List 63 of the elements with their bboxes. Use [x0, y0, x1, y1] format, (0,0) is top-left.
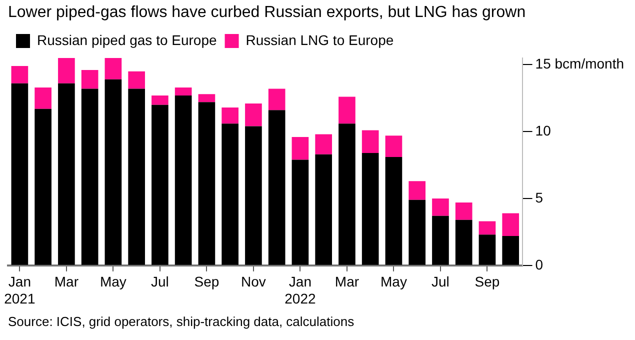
bar	[152, 104, 168, 265]
bar	[58, 58, 75, 84]
source-note: Source: ICIS, grid operators, ship-tracking data, calculations	[8, 314, 354, 329]
bar	[502, 236, 520, 265]
legend-label: Russian LNG to Europe	[246, 32, 394, 48]
bar	[455, 202, 472, 220]
bar	[385, 136, 402, 158]
x-tick-label: Nov	[241, 274, 266, 290]
bar	[338, 124, 356, 265]
y-tick-label: 5	[535, 189, 544, 206]
bar	[81, 70, 98, 89]
x-tick-label: May	[100, 274, 126, 290]
bar	[408, 200, 426, 265]
bar	[338, 96, 356, 124]
bar	[385, 157, 402, 265]
x-tick-label: May	[380, 274, 407, 290]
x-tick-label: Mar	[54, 274, 79, 290]
bar	[432, 198, 449, 216]
x-tick-label: Sep	[194, 274, 220, 290]
x-tick-label: Jul	[432, 274, 450, 290]
bar	[292, 136, 309, 160]
bar	[502, 213, 520, 236]
x-tick-label: Jan 2022	[284, 274, 316, 306]
bar	[104, 79, 122, 265]
x-tick-label: Mar	[334, 274, 360, 290]
y-tick-label: 0	[535, 256, 544, 272]
bar	[292, 160, 309, 265]
bar	[198, 102, 216, 265]
bar	[222, 108, 238, 124]
bar	[315, 134, 332, 154]
chart-title: Lower piped-gas flows have curbed Russian exports, but LNG has grown	[8, 4, 526, 22]
bar	[478, 234, 496, 265]
bar	[245, 126, 262, 265]
bar	[104, 58, 122, 80]
bar	[152, 95, 168, 105]
bar	[81, 88, 98, 265]
x-tick-label: Jul	[150, 274, 169, 290]
bar	[408, 181, 426, 200]
x-tick-label: Jan 2021	[4, 274, 36, 306]
bar	[128, 88, 145, 265]
bar	[128, 71, 145, 89]
bar	[34, 87, 52, 109]
bar	[245, 103, 262, 126]
bar	[362, 130, 379, 154]
bar	[34, 108, 52, 265]
bar	[58, 83, 75, 265]
bar	[432, 216, 449, 265]
bar	[362, 153, 379, 265]
y-tick-label: 10	[535, 122, 552, 138]
y-tick-label: 15 bcm/month	[535, 56, 624, 72]
x-tick-label: Sep	[474, 274, 500, 290]
bar	[315, 154, 332, 265]
bar	[268, 88, 286, 110]
bar	[268, 110, 286, 265]
bar	[11, 66, 28, 84]
bar	[174, 87, 192, 96]
bar	[222, 124, 238, 265]
bar	[174, 95, 192, 265]
legend-label: Russian piped gas to Europe	[37, 32, 217, 48]
bar	[198, 94, 216, 102]
bar	[478, 221, 496, 235]
bar	[11, 83, 28, 265]
bar	[455, 220, 472, 265]
